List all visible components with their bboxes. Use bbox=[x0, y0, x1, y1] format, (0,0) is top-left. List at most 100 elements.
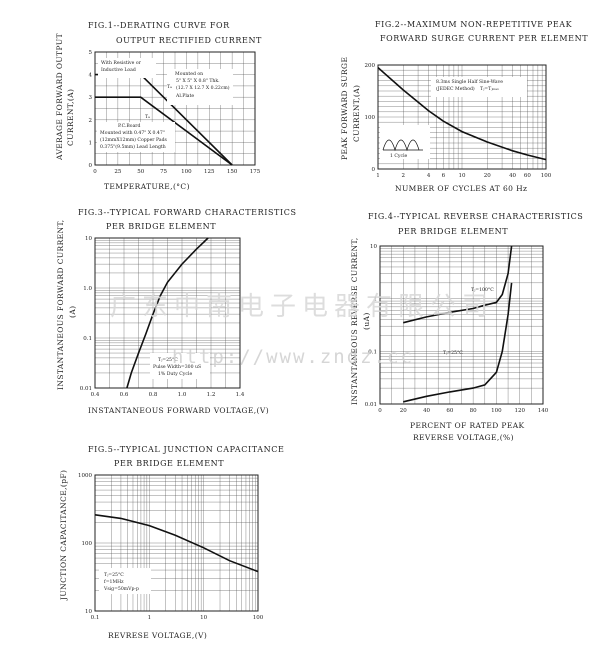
fig1-x-tick-2: 50 bbox=[137, 169, 144, 175]
watermark: 广东中南电子电器有限公司 http://www.zndz.cc bbox=[110, 292, 494, 368]
fig3-xlabel: INSTANTANEOUS FORWARD VOLTAGE,(V) bbox=[88, 406, 269, 415]
fig5-note-2: Vsig=50mVp-p bbox=[103, 586, 139, 592]
fig3-note-1: Pulse Width=300 uS bbox=[153, 364, 201, 370]
fig4-subtitle: PER BRIDGE ELEMENT bbox=[398, 227, 508, 236]
fig3-x-tick-4: 1.2 bbox=[207, 392, 216, 398]
fig4-x-tick-5: 100 bbox=[491, 408, 502, 414]
fig4-x-tick-2: 40 bbox=[423, 408, 430, 414]
fig5-frame bbox=[94, 474, 259, 612]
fig1-xlabel: TEMPERATURE,(°C) bbox=[104, 182, 190, 191]
fig3-subtitle: PER BRIDGE ELEMENT bbox=[106, 222, 216, 231]
fig2-y-tick-2: 200 bbox=[365, 63, 376, 69]
fig2-ylabel-2: CURRENT,(A) bbox=[352, 85, 361, 142]
fig2-x-tick-6: 40 bbox=[509, 173, 516, 179]
fig1-title: FIG.1--DERATING CURVE FOR bbox=[88, 21, 230, 30]
fig2-title: FIG.2--MAXIMUM NON-REPETITIVE PEAK bbox=[375, 20, 573, 29]
fig1-note-8: P.C.Board bbox=[118, 123, 141, 129]
fig1-x-tick-7: 175 bbox=[250, 169, 261, 175]
fig4-frame bbox=[379, 245, 544, 405]
fig2-x-tick-0: 1 bbox=[376, 173, 380, 179]
fig1-note-2: Mounted on bbox=[175, 71, 203, 77]
fig4-x-tick-3: 60 bbox=[446, 408, 453, 414]
fig4-x-tick-0: 0 bbox=[378, 408, 382, 414]
fig1-note-1: Inductive Load bbox=[101, 67, 136, 73]
fig3-ylabel-2: (A) bbox=[68, 306, 77, 318]
fig1-note-4: (12.7 X 12.7 X 0.22cm) bbox=[176, 84, 230, 91]
fig4-y-tick-2: 1 bbox=[374, 297, 378, 303]
fig2-y-tick-1: 100 bbox=[365, 115, 376, 121]
fig5-y-tick-1: 100 bbox=[82, 541, 93, 547]
fig1-note-6: Tₐ bbox=[167, 84, 172, 90]
fig5-x-tick-2: 10 bbox=[200, 615, 207, 621]
fig2-sinewave-icon bbox=[382, 139, 420, 152]
watermark-company: 广东中南电子电器有限公司 bbox=[110, 292, 494, 322]
fig2-x-tick-8: 100 bbox=[541, 173, 552, 179]
fig3-y-tick-1: 0.1 bbox=[83, 336, 92, 342]
fig4-title: FIG.4--TYPICAL REVERSE CHARACTERISTICS bbox=[368, 212, 583, 221]
fig1-note-9: Mounted with 0.47" X 0.47" bbox=[100, 130, 165, 136]
fig3-note-0: Tⱼ=25°C bbox=[158, 357, 178, 363]
fig2-series-0 bbox=[377, 67, 547, 161]
fig3-y-tick-3: 10 bbox=[85, 236, 92, 242]
fig1-y-tick-4: 4 bbox=[89, 73, 93, 79]
fig1-y-tick-1: 1 bbox=[89, 140, 93, 146]
fig3-y-tick-0: 0.01 bbox=[80, 386, 92, 392]
fig1-ylabel-2: CURRENT,(A) bbox=[66, 89, 75, 146]
fig5-note-0: Tⱼ=25°C bbox=[104, 572, 124, 578]
fig4-x-tick-1: 20 bbox=[400, 408, 407, 414]
fig2-chart: FIG.2--MAXIMUM NON-REPETITIVE PEAK FORWA… bbox=[340, 20, 588, 193]
fig4-xlabel-1: PERCENT OF RATED PEAK bbox=[410, 421, 525, 430]
fig3-x-tick-2: 0.8 bbox=[149, 392, 158, 398]
fig1-note-0: With Resistive or bbox=[101, 60, 142, 66]
fig4-series-label-hot: Tⱼ=100°C bbox=[471, 287, 494, 293]
fig2-x-tick-4: 10 bbox=[459, 173, 466, 179]
fig2-xlabel: NUMBER OF CYCLES AT 60 Hz bbox=[395, 184, 527, 193]
fig2-x-tick-1: 2 bbox=[402, 173, 406, 179]
fig4-y-tick-3: 10 bbox=[370, 244, 377, 250]
fig1-subtitle: OUTPUT RECTIFIED CURRENT bbox=[116, 36, 262, 45]
fig3-frame bbox=[94, 237, 241, 389]
fig1-note-11: 0.375"(9.5mm) Lead Length bbox=[100, 143, 166, 150]
fig1-frame bbox=[94, 51, 256, 166]
fig2-annotations: 8.3ms Single Half Sine-Wave (JEDEC Metho… bbox=[380, 77, 527, 159]
fig4-y-tick-1: 0.1 bbox=[368, 349, 377, 355]
fig4-x-tick-4: 80 bbox=[470, 408, 477, 414]
fig5-x-tick-0: 0.1 bbox=[91, 615, 100, 621]
fig1-x-tick-1: 25 bbox=[114, 169, 121, 175]
fig5-subtitle: PER BRIDGE ELEMENT bbox=[114, 459, 224, 468]
fig1-note-5: Al.Plate bbox=[175, 93, 194, 99]
fig3-x-tick-0: 0.4 bbox=[91, 392, 100, 398]
fig5-x-tick-1: 1 bbox=[148, 615, 152, 621]
fig2-note-1: (JEDEC Method) bbox=[436, 85, 475, 92]
fig3-chart: FIG.3--TYPICAL FORWARD CHARACTERISTICS P… bbox=[56, 208, 297, 415]
fig3-y-tick-2: 1.0 bbox=[83, 286, 92, 292]
fig4-y-tick-0: 0.01 bbox=[365, 402, 377, 408]
fig5-ylabel: JUNCTION CAPACITANCE,(pF) bbox=[59, 470, 68, 601]
fig1-annotations: With Resistive or Inductive Load Mounted… bbox=[97, 58, 233, 152]
fig2-x-tick-5: 20 bbox=[484, 173, 491, 179]
fig4-xlabel-2: REVERSE VOLTAGE,(%) bbox=[413, 433, 514, 442]
fig5-xlabel: REVRESE VOLTAGE,(V) bbox=[108, 631, 207, 640]
fig2-x-tick-7: 60 bbox=[524, 173, 531, 179]
fig1-note-3: 5" X 5" X 0.8" Thk. bbox=[176, 78, 220, 84]
fig3-annotations: Tⱼ=25°C Pulse Width=300 uS 1% Duty Cycle bbox=[150, 353, 210, 379]
fig1-x-tick-6: 150 bbox=[227, 169, 238, 175]
fig1-ylabel-1: AVERAGE FORWARD OUTPUT bbox=[55, 33, 64, 161]
fig5-title: FIG.5--TYPICAL JUNCTION CAPACITANCE bbox=[88, 445, 284, 454]
fig3-title: FIG.3--TYPICAL FORWARD CHARACTERISTICS bbox=[78, 208, 297, 217]
fig4-ylabel-2: (uA) bbox=[362, 312, 371, 330]
fig3-x-tick-1: 0.6 bbox=[120, 392, 129, 398]
fig4-x-tick-6: 120 bbox=[514, 408, 525, 414]
fig3-x-tick-3: 1.0 bbox=[178, 392, 187, 398]
fig3-series-0 bbox=[126, 237, 209, 389]
fig1-x-tick-3: 75 bbox=[160, 169, 167, 175]
fig4-legend: Tⱼ=100°C Tⱼ=25°C bbox=[443, 287, 494, 356]
fig1-y-tick-2: 2 bbox=[89, 118, 93, 124]
fig2-frame bbox=[377, 64, 547, 170]
fig5-note-1: f=1MHz bbox=[104, 579, 124, 585]
fig2-x-tick-3: 6 bbox=[442, 173, 446, 179]
fig1-series-1 bbox=[95, 96, 233, 166]
fig2-ylabel-1: PEAK FORWARD SURGE bbox=[340, 57, 349, 160]
fig1-y-tick-3: 3 bbox=[89, 95, 93, 101]
fig5-x-tick-3: 100 bbox=[253, 615, 264, 621]
